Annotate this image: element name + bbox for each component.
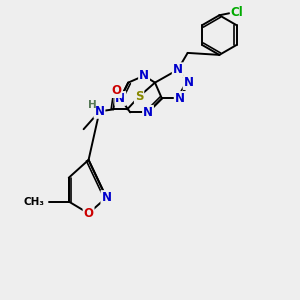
Text: N: N xyxy=(101,191,111,204)
Text: S: S xyxy=(135,90,143,103)
Text: N: N xyxy=(143,106,153,119)
Text: N: N xyxy=(173,63,183,76)
Text: CH₃: CH₃ xyxy=(24,196,45,206)
Text: Cl: Cl xyxy=(231,6,244,19)
Text: O: O xyxy=(111,84,121,97)
Text: N: N xyxy=(139,69,149,82)
Text: N: N xyxy=(184,76,194,89)
Text: N: N xyxy=(94,105,104,118)
Text: H: H xyxy=(88,100,97,110)
Text: N: N xyxy=(175,92,185,105)
Text: N: N xyxy=(115,92,125,105)
Text: O: O xyxy=(84,207,94,220)
